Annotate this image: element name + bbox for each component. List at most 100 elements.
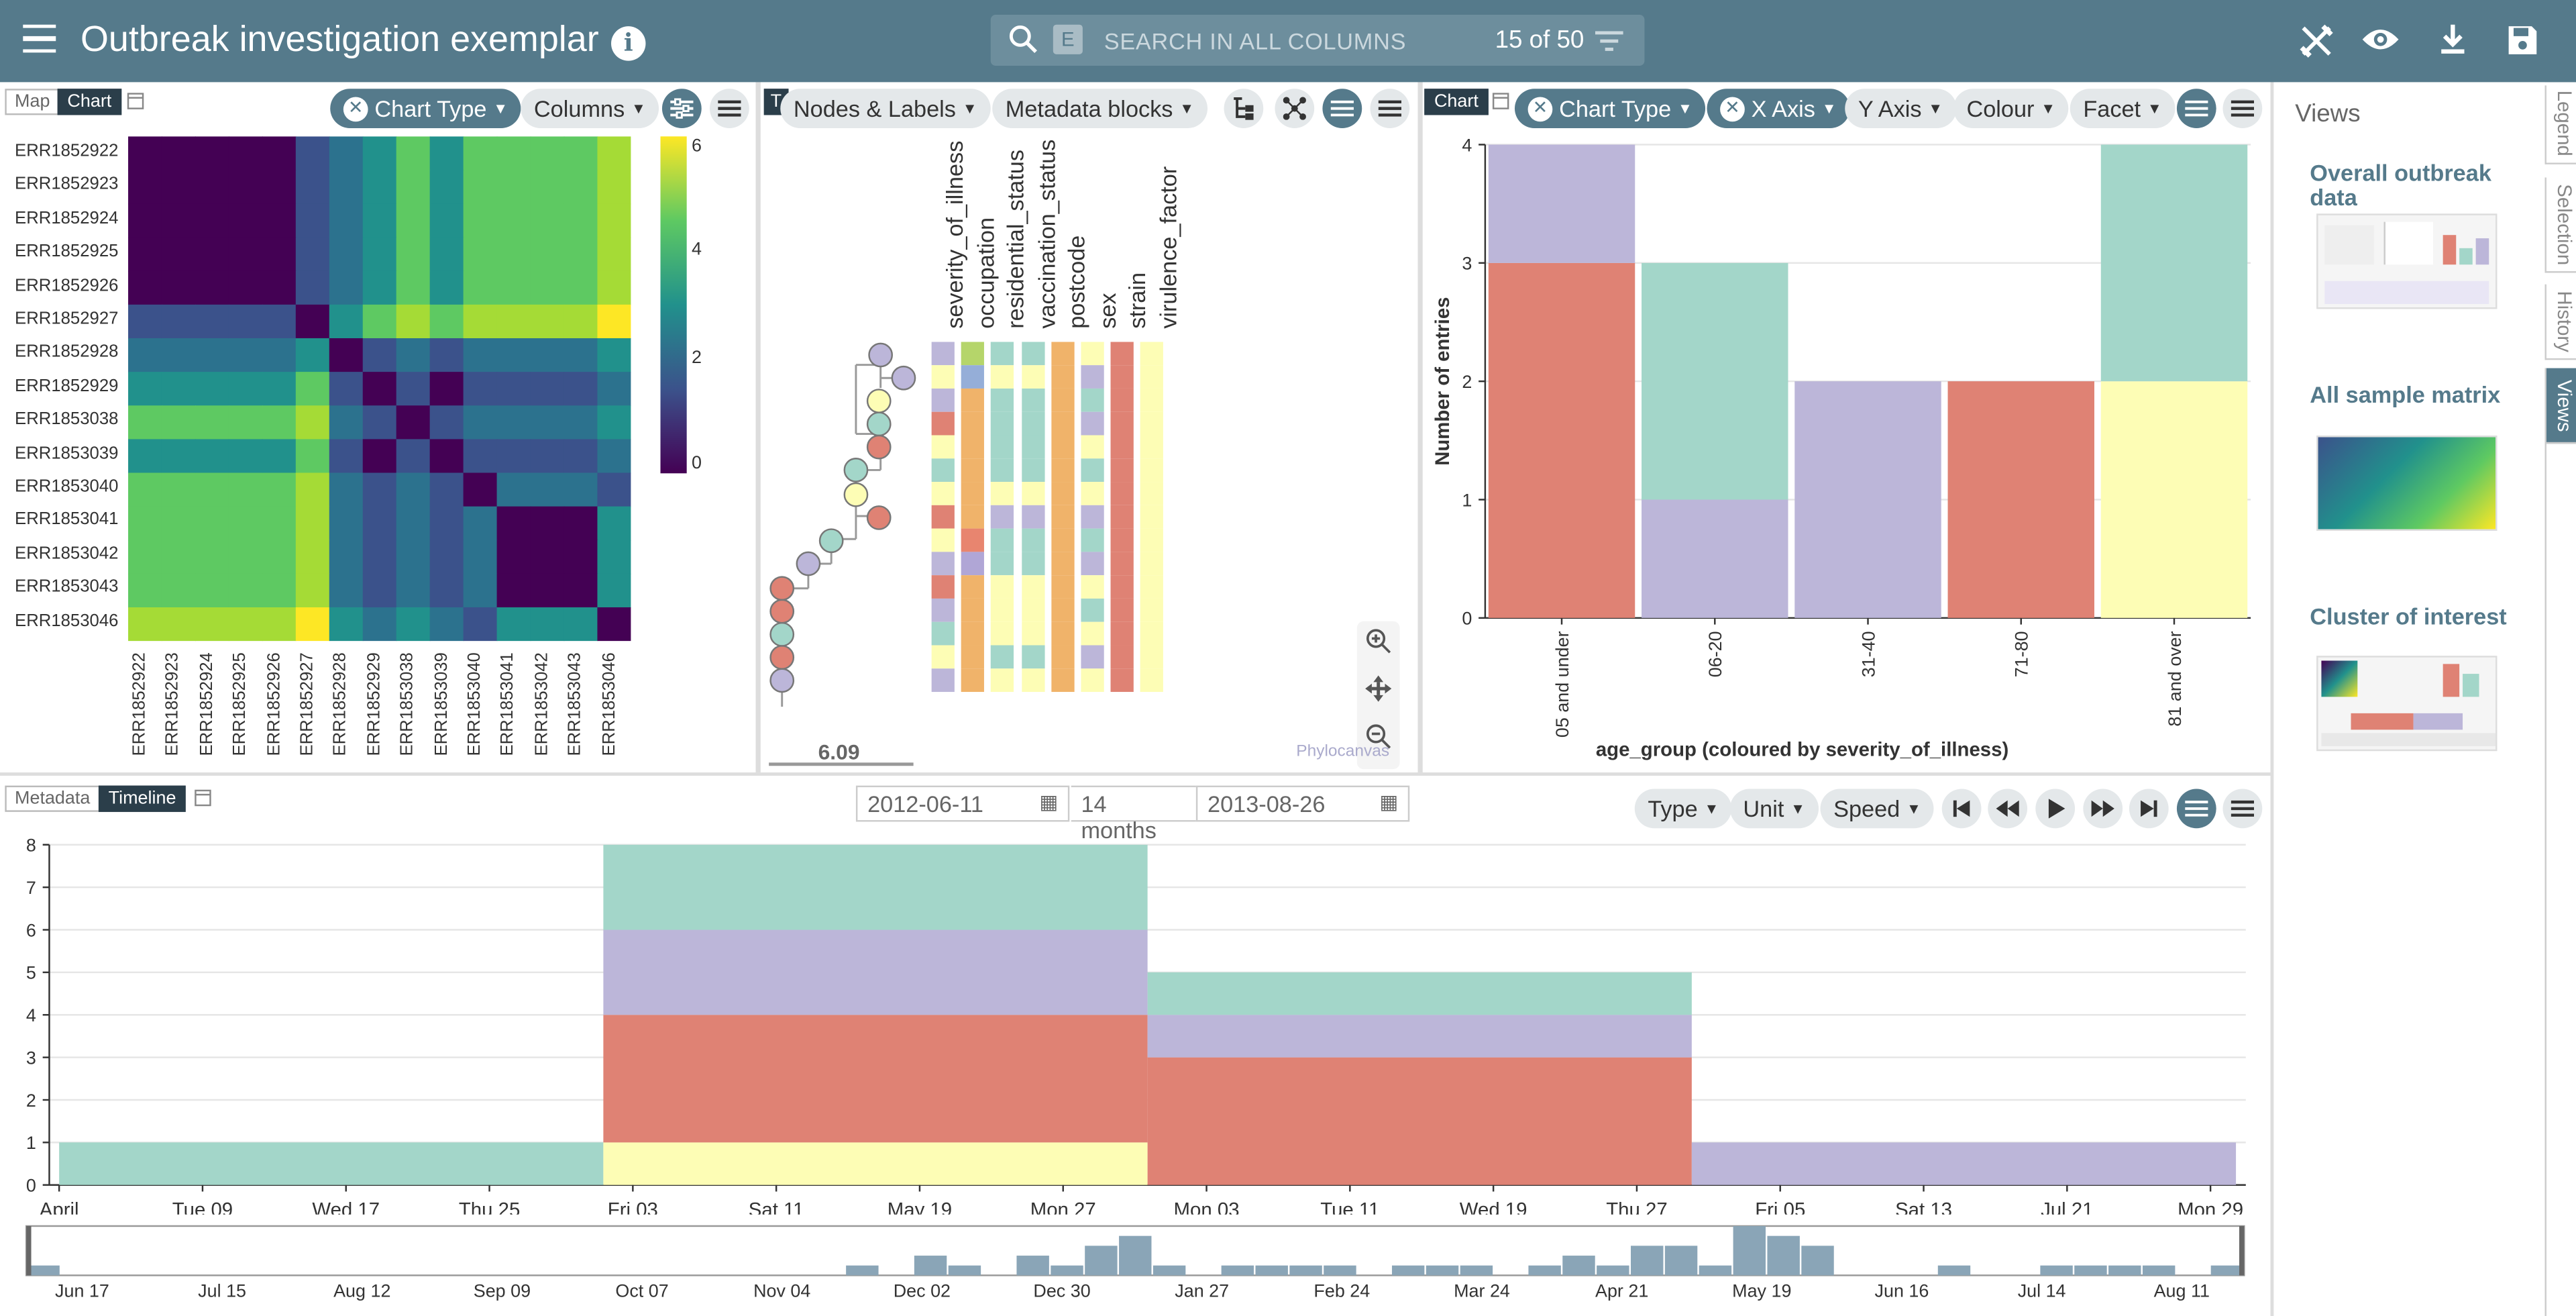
menu-icon[interactable] bbox=[2222, 789, 2263, 829]
window-icon[interactable] bbox=[127, 92, 145, 110]
heatmap-cell bbox=[564, 372, 598, 407]
heatmap-cell bbox=[396, 136, 431, 171]
colour-button[interactable]: Colour ▼ bbox=[1953, 89, 2069, 129]
network-icon[interactable] bbox=[1275, 89, 1315, 129]
unit-button[interactable]: Unit ▼ bbox=[1729, 789, 1819, 829]
rewind-icon[interactable] bbox=[1988, 789, 2028, 829]
menu-icon[interactable] bbox=[23, 24, 56, 54]
tab-tree[interactable]: T bbox=[763, 89, 788, 115]
filter-icon[interactable] bbox=[1594, 30, 1625, 52]
search-column-chip[interactable]: E bbox=[1053, 24, 1083, 54]
bar-segment bbox=[1794, 381, 1941, 618]
heatmap-cell bbox=[228, 372, 263, 407]
view-card[interactable]: All sample matrix bbox=[2310, 382, 2507, 408]
view-card[interactable]: Overall outbreak data bbox=[2310, 160, 2507, 210]
window-icon[interactable] bbox=[1492, 92, 1510, 110]
heatmap-cell bbox=[262, 304, 297, 339]
tab-views[interactable]: Views bbox=[2544, 368, 2576, 444]
heatmap-cell bbox=[228, 472, 263, 507]
nodes-labels-button[interactable]: Nodes & Labels ▼ bbox=[780, 89, 991, 129]
tab-timeline[interactable]: Timeline bbox=[98, 785, 186, 812]
heatmap-cell bbox=[295, 506, 330, 541]
matrix-row-label: ERR1853042 bbox=[15, 544, 119, 564]
menu-icon[interactable] bbox=[709, 89, 749, 129]
pan-icon[interactable] bbox=[1365, 675, 1392, 702]
tab-chart[interactable]: Chart bbox=[1424, 89, 1489, 115]
type-button[interactable]: Type ▼ bbox=[1634, 789, 1732, 829]
metadata-blocks-button[interactable]: Metadata blocks ▼ bbox=[992, 89, 1208, 129]
chart-type-button[interactable]: ✕ Chart Type ▼ bbox=[330, 89, 521, 129]
tab-chart[interactable]: Chart bbox=[57, 89, 121, 115]
splitter[interactable] bbox=[1417, 82, 1423, 774]
settings-icon[interactable] bbox=[661, 89, 702, 129]
window-icon[interactable] bbox=[194, 789, 212, 807]
heatmap-cell bbox=[597, 405, 631, 440]
settings-icon[interactable] bbox=[2176, 789, 2216, 829]
brush-handle-right bbox=[2239, 1225, 2245, 1276]
close-icon[interactable]: ✕ bbox=[1720, 96, 1745, 121]
heatmap-cell bbox=[396, 304, 431, 339]
heatmap-cell bbox=[161, 472, 196, 507]
timeline-panel: Metadata Timeline 2012-06-11 ▦ 14 months … bbox=[0, 772, 2271, 1316]
splitter[interactable] bbox=[755, 82, 761, 774]
columns-button[interactable]: Columns ▼ bbox=[521, 89, 659, 129]
metadata-block-cell bbox=[990, 575, 1014, 599]
close-icon[interactable]: ✕ bbox=[343, 96, 368, 121]
info-icon[interactable]: i bbox=[611, 26, 646, 61]
y-axis-button[interactable]: Y Axis ▼ bbox=[1845, 89, 1956, 129]
view-card[interactable]: Cluster of interest bbox=[2310, 604, 2507, 629]
timeline-chart[interactable]: 0 1 2 3 4 5 6 7 8 April Tue 09 Wed 17 Thu 25 Fri 03 Sa… bbox=[0, 833, 2271, 1215]
download-icon[interactable] bbox=[2436, 23, 2469, 56]
heatmap-cell bbox=[228, 607, 263, 642]
settings-icon[interactable] bbox=[2176, 89, 2216, 129]
tab-metadata[interactable]: Metadata bbox=[5, 785, 101, 812]
phylogenetic-tree[interactable] bbox=[761, 329, 1188, 707]
view-thumbnail[interactable] bbox=[2316, 213, 2498, 309]
settings-icon[interactable] bbox=[1322, 89, 1362, 129]
heatmap-cell bbox=[262, 338, 297, 373]
zoom-in-icon[interactable] bbox=[1365, 628, 1391, 654]
splitter[interactable] bbox=[2270, 82, 2274, 1316]
metadata-block-cell bbox=[931, 388, 955, 412]
search-input[interactable]: SEARCH IN ALL COLUMNS bbox=[1104, 28, 1407, 54]
matrix-row-label: ERR1853039 bbox=[15, 443, 119, 463]
distance-heatmap[interactable] bbox=[128, 136, 631, 642]
play-icon[interactable] bbox=[2035, 789, 2076, 829]
menu-icon[interactable] bbox=[1370, 89, 1410, 129]
tree-layout-icon[interactable] bbox=[1224, 89, 1264, 129]
zoom-out-icon[interactable] bbox=[1365, 723, 1391, 750]
bar-chart[interactable]: 0 1 2 3 4 05 and under 06-20 31-40 71-80 81 and o… bbox=[1423, 132, 2271, 772]
close-icon[interactable]: ✕ bbox=[1527, 96, 1553, 121]
search-bar[interactable]: E SEARCH IN ALL COLUMNS 15 of 50 bbox=[990, 15, 1645, 66]
metadata-block-cell bbox=[990, 552, 1014, 576]
facet-button[interactable]: Facet ▼ bbox=[2070, 89, 2176, 129]
save-icon[interactable] bbox=[2506, 23, 2540, 57]
metadata-block-cell bbox=[1140, 435, 1163, 459]
metadata-block-cell bbox=[1022, 435, 1045, 459]
tab-map[interactable]: Map bbox=[5, 89, 60, 115]
menu-icon[interactable] bbox=[2222, 89, 2263, 129]
tab-history[interactable]: History bbox=[2544, 284, 2576, 360]
metadata-block-cell bbox=[1140, 388, 1163, 412]
metadata-blocks[interactable] bbox=[931, 342, 1178, 693]
chart-type-button[interactable]: ✕ Chart Type ▼ bbox=[1514, 89, 1706, 129]
heatmap-cell bbox=[195, 136, 229, 171]
skip-start-icon[interactable] bbox=[1941, 789, 1982, 829]
view-thumbnail[interactable] bbox=[2316, 656, 2498, 752]
start-date-input[interactable]: 2012-06-11 ▦ bbox=[855, 785, 1070, 822]
metadata-block-cell bbox=[1022, 528, 1045, 552]
eye-icon[interactable] bbox=[2361, 25, 2400, 54]
skip-end-icon[interactable] bbox=[2129, 789, 2169, 829]
duration-field[interactable]: 14 months bbox=[1071, 785, 1196, 843]
type-label: Type bbox=[1648, 795, 1698, 822]
tab-selection[interactable]: Selection bbox=[2544, 177, 2576, 273]
x-axis-button[interactable]: ✕ X Axis ▼ bbox=[1707, 89, 1850, 129]
view-thumbnail[interactable] bbox=[2316, 435, 2498, 532]
timeline-brush[interactable]: Jun 17 Jul 15 Aug 12 Sep 09 Oct 07 Nov 04 Dec … bbox=[0, 1219, 2271, 1311]
heatmap-cell bbox=[530, 372, 565, 407]
end-date-input[interactable]: 2013-08-26 ▦ bbox=[1195, 785, 1410, 822]
fast-forward-icon[interactable] bbox=[2083, 789, 2123, 829]
tab-legend[interactable]: Legend bbox=[2544, 85, 2576, 164]
speed-button[interactable]: Speed ▼ bbox=[1820, 789, 1935, 829]
tools-icon[interactable] bbox=[2298, 23, 2334, 59]
